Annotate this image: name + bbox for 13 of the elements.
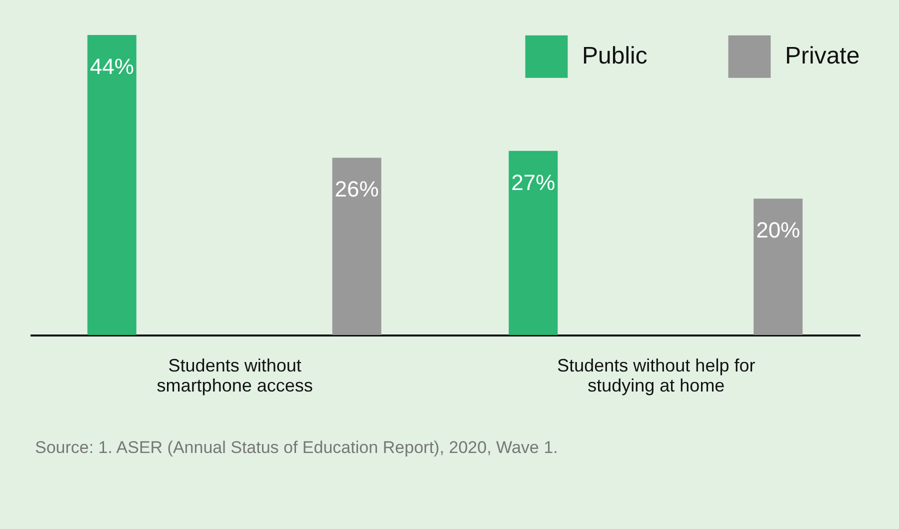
- bar: [754, 198, 803, 335]
- source-note: Source: 1. ASER (Annual Status of Education Report), 2020, Wave 1.: [35, 438, 558, 457]
- data-label: 26%: [334, 176, 379, 202]
- legend-label: Public: [582, 42, 648, 70]
- x-tick-label: Students without smartphone access: [156, 356, 313, 396]
- bar: [508, 150, 558, 335]
- data-label: 44%: [90, 54, 134, 79]
- legend-label: Private: [785, 42, 860, 70]
- bar: [332, 158, 382, 335]
- bar: [87, 35, 136, 335]
- x-tick-label: Students without help for studying at home: [557, 356, 756, 396]
- data-label: 20%: [756, 218, 800, 243]
- data-label: 27%: [511, 170, 556, 195]
